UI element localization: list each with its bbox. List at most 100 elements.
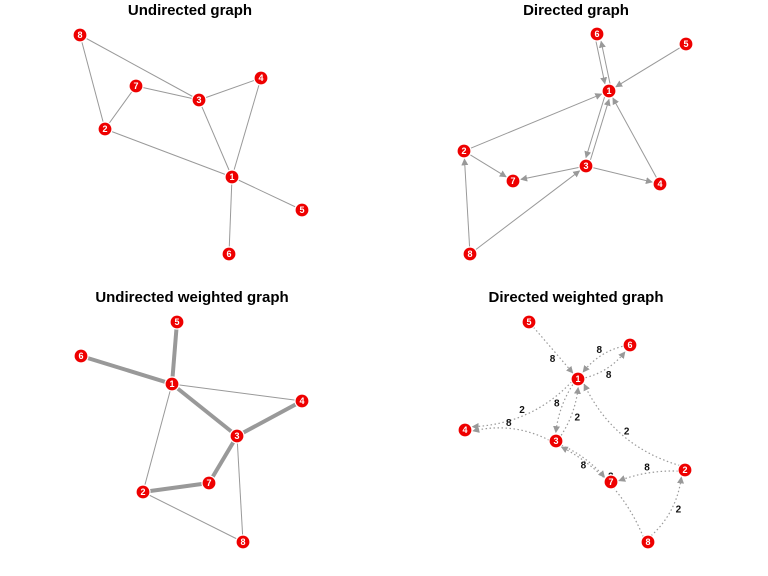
- node-label: 5: [299, 205, 304, 215]
- node-circle: [462, 246, 478, 262]
- node-1: 1: [601, 83, 617, 99]
- node-circle: [97, 121, 113, 137]
- node-8: 8: [462, 246, 478, 262]
- node-circle: [505, 173, 521, 189]
- edge-5-1: [170, 321, 179, 385]
- node-label: 1: [169, 379, 174, 389]
- edge-1-4: [471, 381, 573, 430]
- node-label: 8: [645, 537, 650, 547]
- node-circle: [72, 27, 88, 43]
- node-layer: 1 2 3 4 5 6 7 8: [457, 314, 693, 550]
- edge-1-6: [598, 40, 611, 84]
- node-label: 7: [206, 478, 211, 488]
- edge-6-1: [80, 354, 173, 386]
- edge-layer: [461, 40, 681, 251]
- node-circle: [169, 314, 185, 330]
- node-label: 6: [594, 29, 599, 39]
- node-circle: [622, 337, 638, 353]
- edge-6-1: [595, 41, 608, 85]
- node-6: 6: [73, 348, 89, 364]
- node-label: 3: [583, 161, 588, 171]
- node-7: 7: [505, 173, 521, 189]
- edge-3-1: [560, 386, 581, 436]
- node-5: 5: [521, 314, 537, 330]
- node-8: 8: [640, 534, 656, 550]
- node-3: 3: [548, 433, 564, 449]
- node-label: 5: [174, 317, 179, 327]
- edge-1-3: [584, 96, 606, 159]
- panel-title: Undirected weighted graph: [95, 289, 288, 306]
- node-label: 4: [258, 73, 263, 83]
- edge-weight-label: 2: [676, 504, 682, 515]
- weight-label-layer: 888282288822: [506, 345, 682, 515]
- node-circle: [457, 422, 473, 438]
- edge-1-3: [553, 384, 574, 434]
- node-circle: [253, 70, 269, 86]
- panel-directed: Directed graph 1 2 3 4 5 6 7 8: [456, 2, 694, 262]
- node-label: 4: [462, 425, 467, 435]
- edge-8-3: [560, 446, 644, 538]
- edge-8-2: [461, 158, 471, 248]
- node-circle: [640, 534, 656, 550]
- node-circle: [603, 474, 619, 490]
- node-circle: [570, 371, 586, 387]
- node-5: 5: [678, 36, 694, 52]
- node-circle: [294, 393, 310, 409]
- node-circle: [521, 314, 537, 330]
- node-label: 6: [226, 249, 231, 259]
- edge-5-1: [615, 47, 681, 88]
- node-label: 4: [299, 396, 304, 406]
- edge-7-3: [135, 85, 200, 101]
- node-4: 4: [652, 176, 668, 192]
- edge-1-6: [585, 351, 626, 379]
- node-circle: [201, 475, 217, 491]
- edge-weight-label: 8: [506, 418, 512, 429]
- panel-title: Directed weighted graph: [488, 289, 663, 306]
- node-circle: [456, 143, 472, 159]
- edge-weight-label: 2: [574, 412, 580, 423]
- node-circle: [548, 433, 564, 449]
- node-6: 6: [589, 26, 605, 42]
- edge-2-7: [469, 154, 507, 178]
- node-label: 4: [657, 179, 662, 189]
- node-3: 3: [229, 428, 245, 444]
- panel-directed-weighted: Directed weighted graph 888282288822 123…: [457, 289, 693, 550]
- panel-title: Directed graph: [523, 2, 629, 19]
- edge-2-1: [583, 383, 680, 467]
- node-4: 4: [457, 422, 473, 438]
- node-4: 4: [294, 393, 310, 409]
- edge-1-3: [170, 382, 239, 438]
- node-2: 2: [97, 121, 113, 137]
- edge-8-2: [650, 476, 685, 537]
- edge-weight-label: 2: [624, 426, 630, 437]
- edge-3-1: [589, 98, 611, 161]
- edge-1-6: [228, 176, 233, 255]
- node-circle: [677, 462, 693, 478]
- node-3: 3: [191, 92, 207, 108]
- node-label: 5: [683, 39, 688, 49]
- node-circle: [578, 158, 594, 174]
- node-7: 7: [201, 475, 217, 491]
- node-1: 1: [570, 371, 586, 387]
- edge-weight-label: 8: [550, 354, 556, 365]
- edge-2-1: [470, 93, 603, 149]
- node-label: 1: [606, 86, 611, 96]
- edge-1-5: [231, 176, 303, 211]
- edge-2-8: [142, 491, 244, 543]
- node-8: 8: [235, 534, 251, 550]
- node-label: 3: [234, 431, 239, 441]
- node-label: 3: [553, 436, 558, 446]
- edge-2-1: [104, 128, 233, 178]
- edge-3-8: [236, 435, 244, 543]
- node-label: 5: [526, 317, 531, 327]
- edge-weight-label: 8: [554, 399, 560, 410]
- edge-6-1: [582, 345, 623, 373]
- node-2: 2: [677, 462, 693, 478]
- edge-weight-label: 8: [597, 345, 603, 356]
- node-circle: [235, 534, 251, 550]
- node-1: 1: [164, 376, 180, 392]
- node-7: 7: [128, 78, 144, 94]
- panel-title: Undirected graph: [128, 2, 252, 19]
- node-circle: [191, 92, 207, 108]
